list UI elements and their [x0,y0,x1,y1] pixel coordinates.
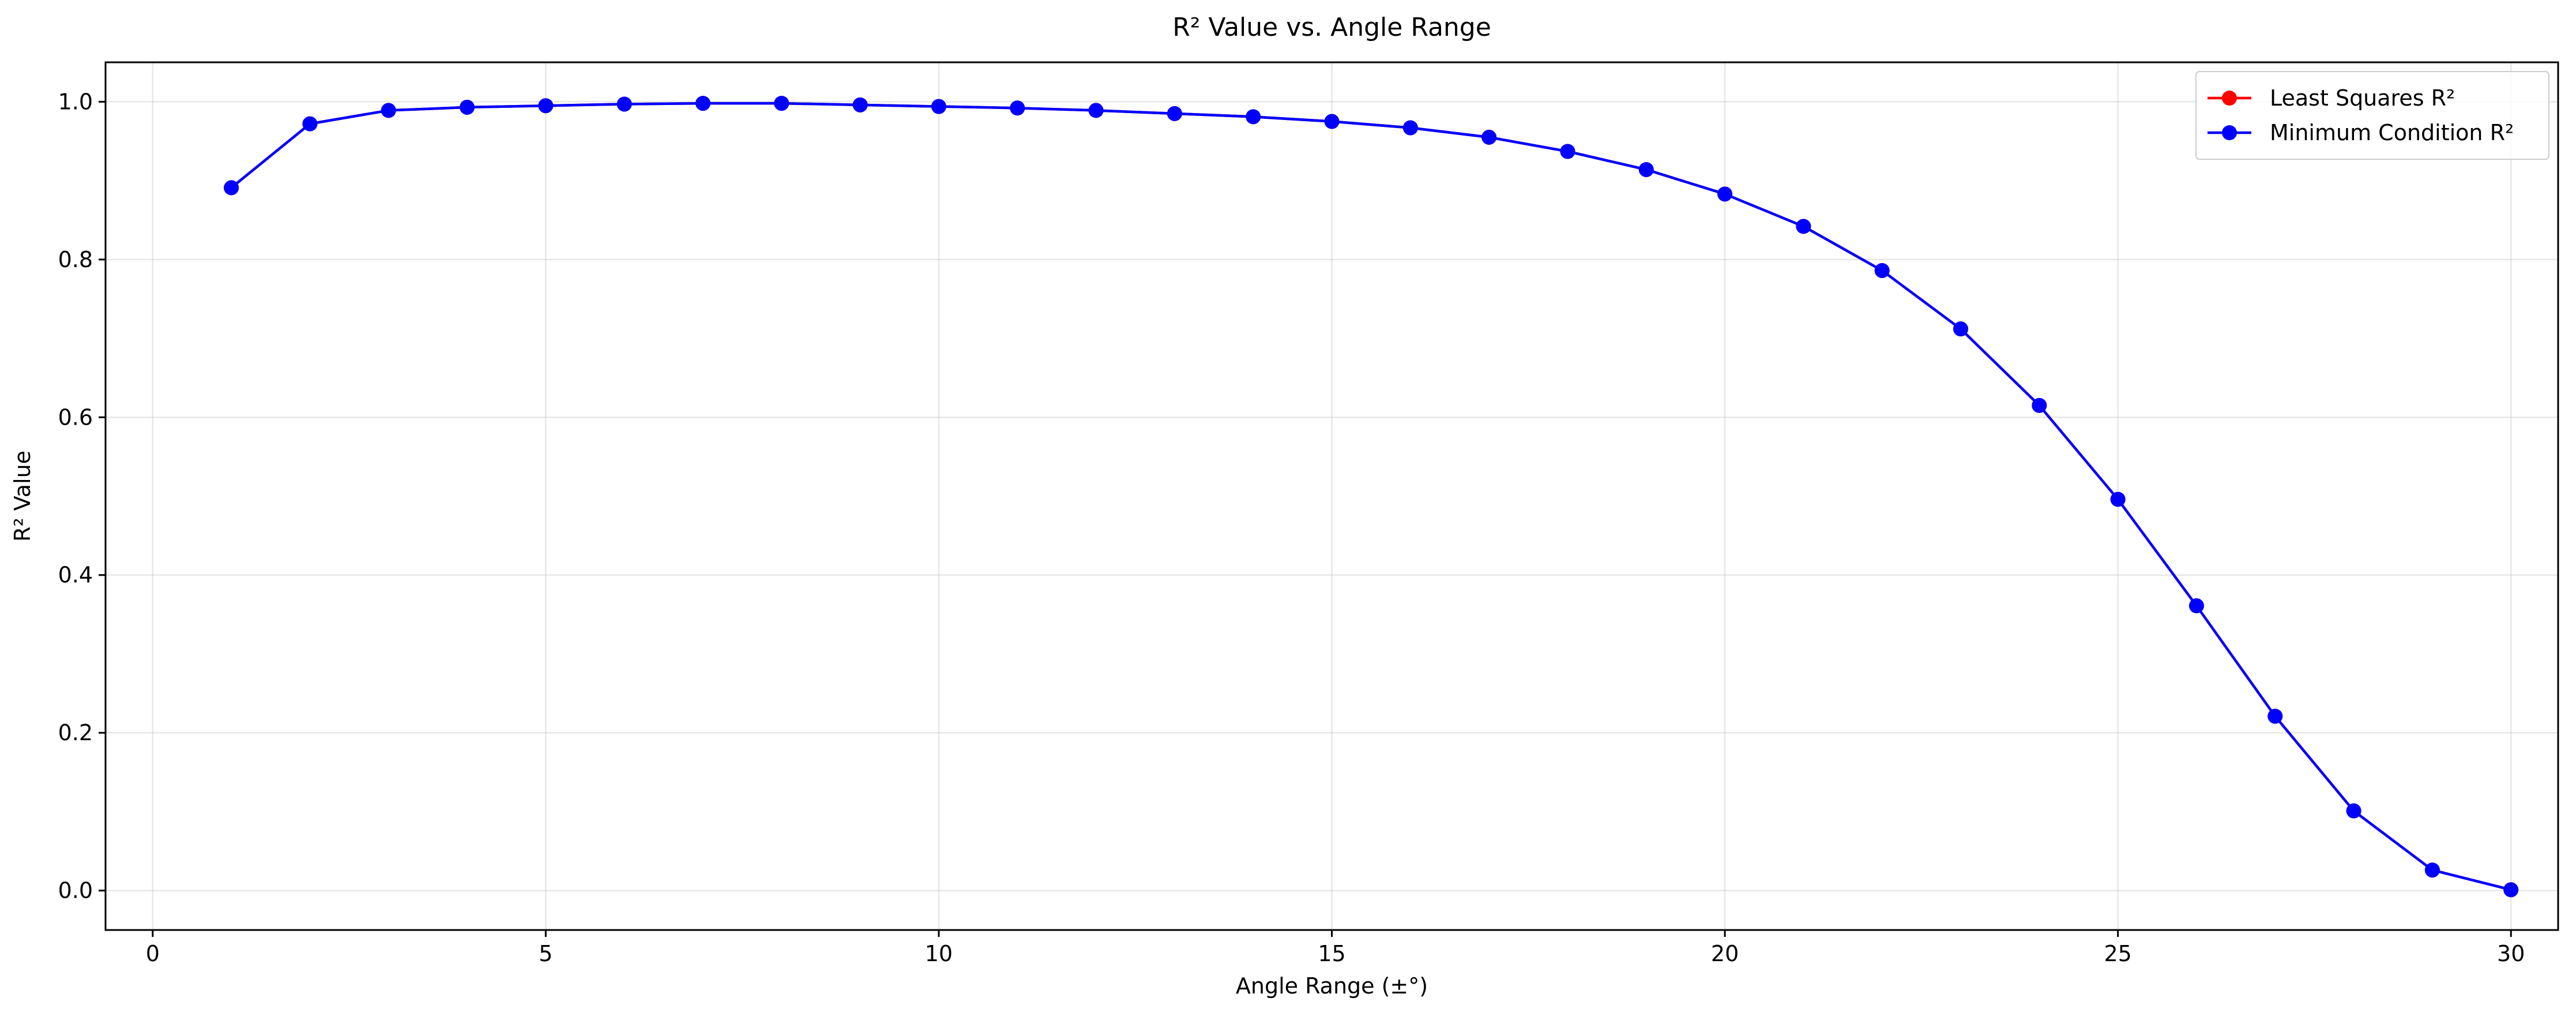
series-layer [224,96,2519,898]
y-tick-label: 0.0 [58,878,93,903]
legend-label: Minimum Condition R² [2270,120,2514,145]
x-tick-label: 0 [146,941,160,966]
y-tick-label: 1.0 [58,89,93,114]
legend-swatch-marker [2222,91,2237,106]
data-point [931,99,946,114]
data-point [2032,397,2047,413]
series-0 [224,96,2519,898]
data-point [1874,262,1890,278]
chart-title: R² Value vs. Angle Range [1172,13,1491,42]
data-point [2503,882,2519,898]
y-tick-label: 0.8 [58,247,93,272]
legend-item: Least Squares R² [2208,85,2455,111]
data-point [695,96,710,111]
data-point [2188,598,2204,614]
data-point [852,97,868,112]
ticks-layer: 0 5 10 15 20 25 30 0.0 0.2 0.4 0.6 0.8 1.0 [58,89,2525,966]
y-axis-label: R² Value [10,451,35,542]
y-tick-label: 0.2 [58,720,93,745]
data-point [381,103,396,118]
y-tick-label: 0.4 [58,562,93,588]
x-tick-label: 10 [925,941,953,966]
data-point [1638,162,1654,177]
data-point [774,96,789,111]
grid-layer [106,62,2558,930]
y-tick-label: 0.6 [58,404,93,430]
data-point [1402,120,1418,136]
legend-swatch-marker [2222,125,2237,140]
data-point [1796,219,1811,234]
legend-box [2195,71,2549,160]
data-point [1953,321,1969,337]
data-point [2424,862,2440,878]
x-tick-label: 20 [1711,941,1739,966]
data-point [460,99,475,115]
data-point [1560,144,1575,159]
data-point [1717,186,1733,202]
data-point [1010,100,1025,116]
data-point [2110,492,2126,507]
data-point [2346,803,2361,819]
legend: Least Squares R² Minimum Condition R² [2195,71,2549,160]
data-point [1167,106,1182,121]
x-tick-label: 30 [2497,941,2525,966]
series-1 [224,96,2519,898]
data-point [2267,708,2283,724]
x-tick-label: 25 [2104,941,2131,966]
x-tick-label: 15 [1318,941,1345,966]
x-tick-label: 5 [539,941,552,966]
data-point [1246,109,1261,125]
data-point [1324,114,1340,129]
data-point [224,180,239,196]
data-point [1481,129,1497,145]
plot-frame [104,61,2559,931]
legend-item: Minimum Condition R² [2208,120,2514,145]
data-point [616,96,632,112]
data-point [302,116,318,132]
series-line [230,102,2511,891]
x-axis-label: Angle Range (±°) [1236,973,1428,999]
data-point [538,98,554,114]
legend-label: Least Squares R² [2270,85,2455,111]
data-point [1088,103,1104,118]
series-line [230,102,2511,891]
